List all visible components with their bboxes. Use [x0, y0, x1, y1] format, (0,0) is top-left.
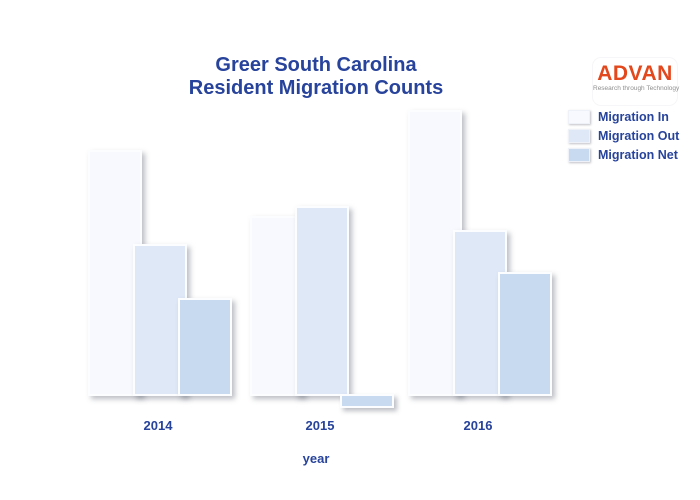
bar-migration-net-2014 — [178, 298, 232, 396]
bar-migration-out-2015 — [295, 205, 349, 396]
legend-swatch-icon — [568, 147, 590, 162]
x-axis-title: year — [302, 451, 330, 466]
legend: Migration In Migration Out Migration Net — [568, 107, 679, 164]
x-tick-2014: 2014 — [143, 418, 173, 433]
chart-title-line-2: Resident Migration Counts — [188, 77, 444, 99]
legend-label: Migration In — [598, 109, 669, 124]
legend-swatch-icon — [568, 109, 590, 124]
legend-swatch-icon — [568, 128, 590, 143]
advan-logo-text: ADVAN — [597, 62, 673, 85]
bar-migration-net-2016 — [498, 272, 552, 396]
x-tick-2016: 2016 — [463, 418, 493, 433]
bar-migration-net-2015 — [340, 394, 394, 409]
x-tick-2015: 2015 — [305, 418, 335, 433]
legend-label: Migration Net — [598, 147, 678, 162]
advan-logo-tagline: Research through Technology — [593, 85, 680, 92]
legend-item-migration-out: Migration Out — [568, 126, 679, 145]
legend-item-migration-in: Migration In — [568, 107, 679, 126]
chart-title-line-1: Greer South Carolina — [215, 54, 417, 76]
chart-title: Greer South Carolina Resident Migration … — [189, 54, 443, 100]
advan-logo: ADVAN Research through Technology — [593, 58, 680, 105]
legend-label: Migration Out — [598, 128, 680, 143]
legend-item-migration-net: Migration Net — [568, 145, 679, 164]
